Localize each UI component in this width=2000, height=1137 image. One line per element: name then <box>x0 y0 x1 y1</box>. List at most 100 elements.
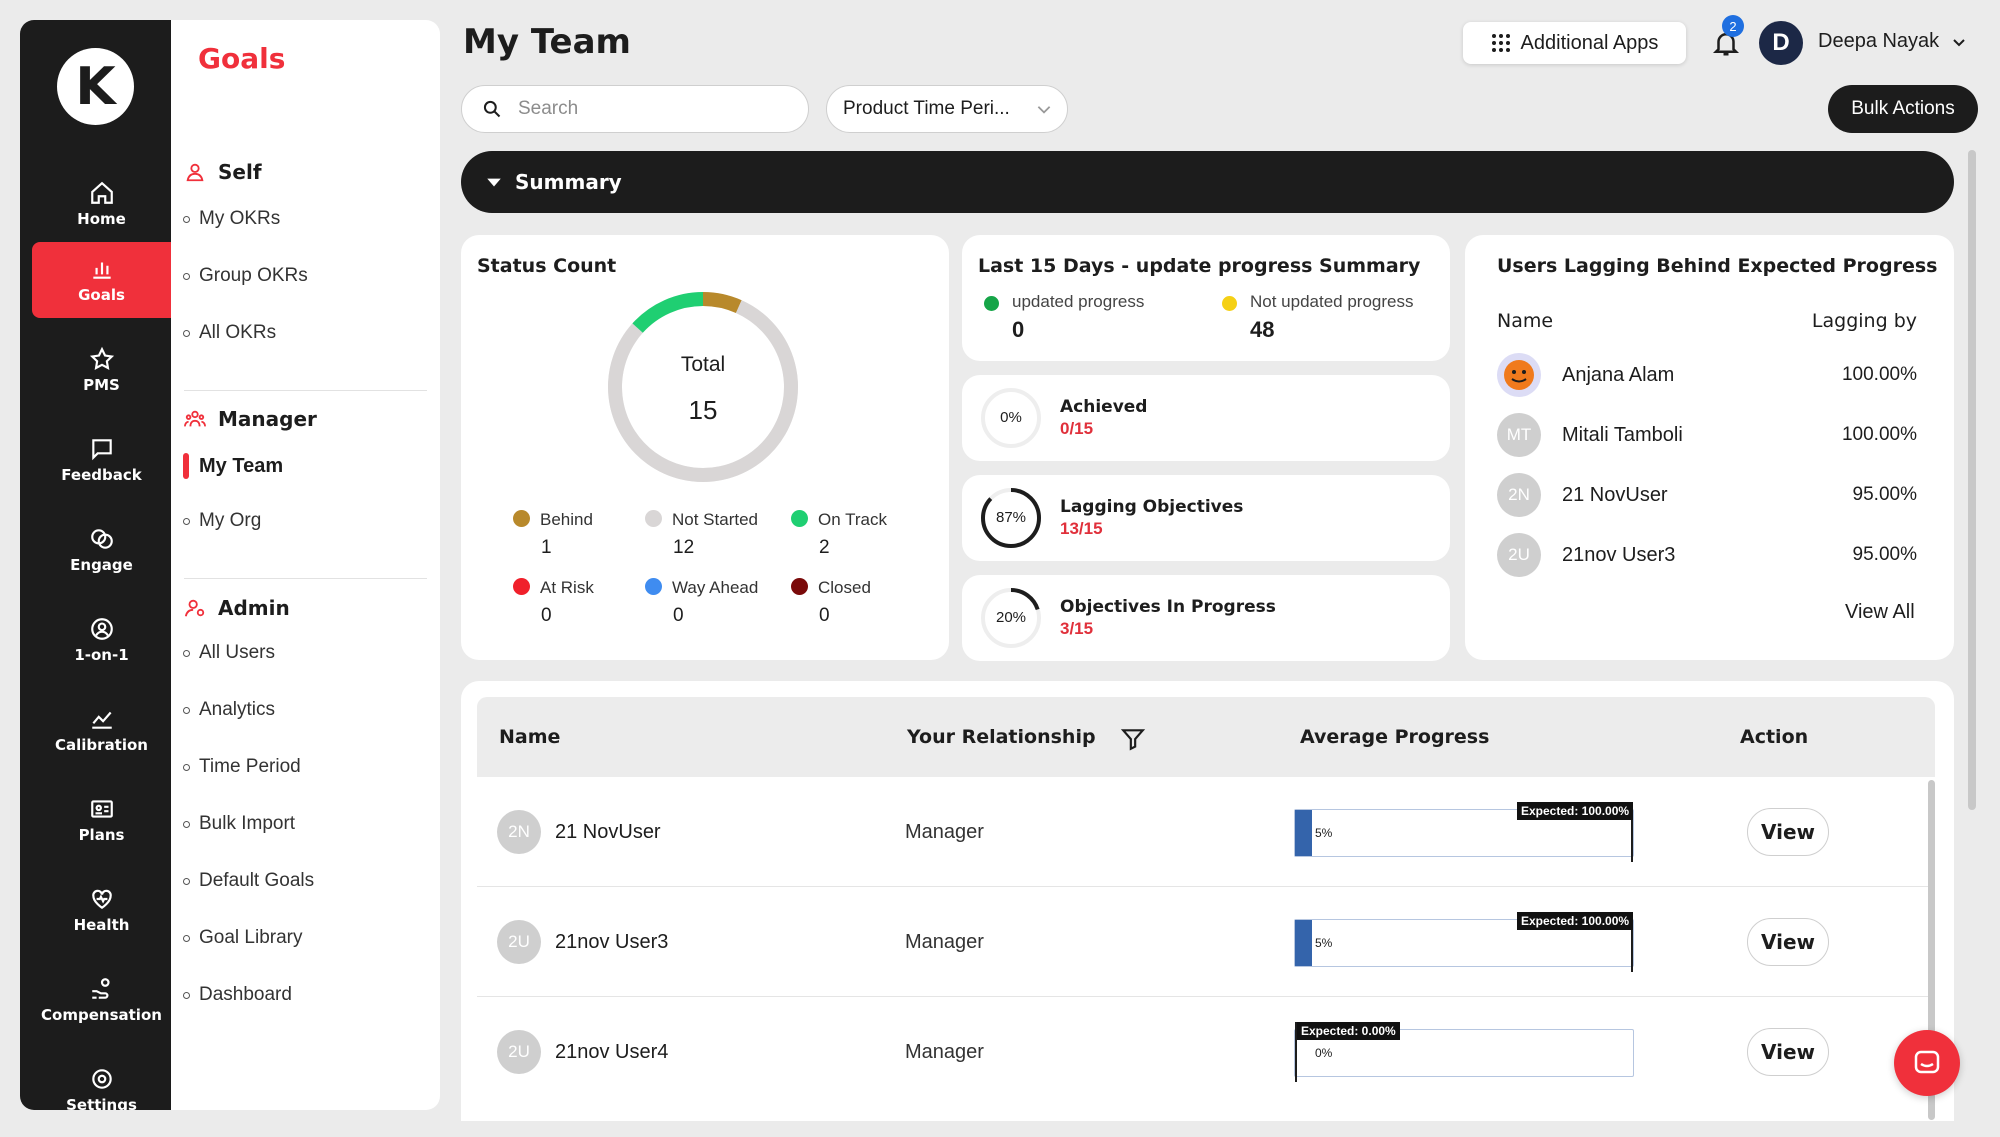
way-ahead-dot <box>645 578 662 595</box>
row-user-name[interactable]: 21nov User4 <box>555 1041 669 1063</box>
bulk-actions-button[interactable]: Bulk Actions <box>1828 85 1978 133</box>
view-all-link[interactable]: View All <box>1845 601 1915 623</box>
user-menu[interactable]: Deepa Nayak <box>1818 30 1967 53</box>
summary-toggle[interactable]: Summary <box>461 151 1954 213</box>
progress-value: 5% <box>1315 936 1333 950</box>
legend-behind-value: 1 <box>541 537 552 558</box>
progress-bar: 5% Expected: 100.00% <box>1294 802 1634 862</box>
submenu-analytics[interactable]: Analytics <box>183 699 275 721</box>
page-scrollbar[interactable] <box>1968 150 1976 810</box>
progress-bar: 5% Expected: 100.00% <box>1294 912 1634 972</box>
lagging-objectives-card[interactable]: 87% Lagging Objectives 13/15 <box>962 475 1450 561</box>
lagging-user-name[interactable]: Mitali Tamboli <box>1562 424 1683 446</box>
expected-tag: Expected: 100.00% <box>1517 912 1634 930</box>
submenu-default-goals[interactable]: Default Goals <box>183 870 314 892</box>
submenu-all-okrs[interactable]: All OKRs <box>183 322 276 344</box>
updated-dot <box>984 296 999 311</box>
row-user-name[interactable]: 21nov User3 <box>555 931 669 953</box>
table-row: 2U 21nov User4 Manager 0% Expected: 0.00… <box>477 997 1935 1107</box>
lagging-user-name[interactable]: 21 NovUser <box>1562 484 1668 506</box>
submenu-all-users[interactable]: All Users <box>183 642 275 664</box>
nav-plans[interactable]: Plans <box>32 782 171 858</box>
closed-dot <box>791 578 808 595</box>
in-progress-ring <box>981 588 1041 648</box>
admin-user-icon <box>184 599 205 617</box>
user-avatar[interactable]: D <box>1759 21 1803 65</box>
search-box[interactable] <box>461 85 809 133</box>
submenu-my-okrs[interactable]: My OKRs <box>183 208 280 230</box>
filter-icon[interactable] <box>1120 726 1146 752</box>
legend-behind: Behind <box>513 510 593 530</box>
time-period-select[interactable]: Product Time Peri... <box>826 85 1068 133</box>
table-scrollbar[interactable] <box>1928 780 1935 1120</box>
donut-segment-not-started <box>608 300 798 482</box>
progress-value: 5% <box>1315 826 1333 840</box>
in-progress-card[interactable]: 20% Objectives In Progress 3/15 <box>962 575 1450 661</box>
avatar: 2N <box>1497 473 1541 517</box>
row-user-name[interactable]: 21 NovUser <box>555 821 661 843</box>
submenu-bulk-import[interactable]: Bulk Import <box>183 813 295 835</box>
submenu-dashboard[interactable]: Dashboard <box>183 984 292 1006</box>
expected-tag: Expected: 100.00% <box>1517 802 1634 820</box>
search-icon <box>483 100 501 118</box>
nav-feedback[interactable]: Feedback <box>32 422 171 498</box>
legend-way-ahead: Way Ahead <box>645 578 758 598</box>
status-count-card: Status Count Total 15 Behind 1 Not Start… <box>461 235 949 660</box>
legend-on-track: On Track <box>791 510 887 530</box>
lagging-user-value: 100.00% <box>1841 424 1917 445</box>
behind-dot <box>513 510 530 527</box>
submenu-my-org[interactable]: My Org <box>183 510 261 532</box>
chat-support-button[interactable] <box>1894 1030 1960 1096</box>
app-logo[interactable]: K <box>57 48 134 125</box>
lagging-col-name: Name <box>1497 310 1554 332</box>
grid-icon <box>1491 34 1510 52</box>
expected-tag: Expected: 0.00% <box>1297 1022 1400 1040</box>
nav-goals[interactable]: Goals <box>32 242 171 318</box>
submenu-group-okrs[interactable]: Group OKRs <box>183 265 308 287</box>
submenu-time-period[interactable]: Time Period <box>183 756 301 778</box>
in-progress-percent: 20% <box>995 609 1027 626</box>
lagging-user-name[interactable]: 21nov User3 <box>1562 544 1676 566</box>
nav-calibration[interactable]: Calibration <box>32 692 171 768</box>
view-button[interactable]: View <box>1747 808 1829 856</box>
progress-bar: 0% Expected: 0.00% <box>1294 1022 1634 1082</box>
user-icon <box>186 163 204 182</box>
legend-on-track-value: 2 <box>819 537 830 558</box>
search-input[interactable] <box>518 98 778 120</box>
view-button[interactable]: View <box>1747 918 1829 966</box>
smiley-avatar-icon <box>1504 360 1534 390</box>
submenu-my-team[interactable]: My Team <box>183 453 283 479</box>
view-button[interactable]: View <box>1747 1028 1829 1076</box>
chevron-down-icon <box>1953 38 1965 46</box>
nav-health[interactable]: Health <box>32 872 171 948</box>
donut-total-label: Total <box>680 353 726 376</box>
expected-marker <box>1631 912 1633 972</box>
lagging-users-card: Users Lagging Behind Expected Progress N… <box>1465 235 1954 660</box>
achieved-card[interactable]: 0% Achieved 0/15 <box>962 375 1450 461</box>
nav-engage[interactable]: Engage <box>32 512 171 588</box>
nav-home[interactable]: Home <box>32 166 171 242</box>
not-updated-value: 48 <box>1250 317 1275 342</box>
team-table: Name Your Relationship Average Progress … <box>461 681 1954 1121</box>
section-self: Self <box>184 160 262 184</box>
caret-down-icon <box>487 178 501 187</box>
star-icon <box>89 346 114 370</box>
additional-apps-button[interactable]: Additional Apps <box>1463 22 1686 64</box>
legend-not-started-value: 12 <box>673 537 695 558</box>
nav-compensation[interactable]: Compensation <box>32 962 171 1038</box>
avatar: MT <box>1497 413 1541 457</box>
nav-settings[interactable]: Settings <box>32 1052 171 1110</box>
nav-pms[interactable]: PMS <box>32 332 171 408</box>
notification-badge: 2 <box>1722 15 1744 37</box>
line-chart-icon <box>91 711 112 729</box>
lagging-user-name[interactable]: Anjana Alam <box>1562 364 1675 386</box>
heart-pulse-icon <box>91 889 112 909</box>
submenu-goal-library[interactable]: Goal Library <box>183 927 303 949</box>
nav-1-on-1[interactable]: 1-on-1 <box>32 602 171 678</box>
achieved-percent: 0% <box>1000 409 1022 426</box>
chat-icon <box>1914 1050 1940 1074</box>
table-row: 2N 21 NovUser Manager 5% Expected: 100.0… <box>477 777 1935 887</box>
page-title: My Team <box>463 22 631 62</box>
avatar <box>1497 353 1541 397</box>
submenu-title: Goals <box>198 42 286 75</box>
